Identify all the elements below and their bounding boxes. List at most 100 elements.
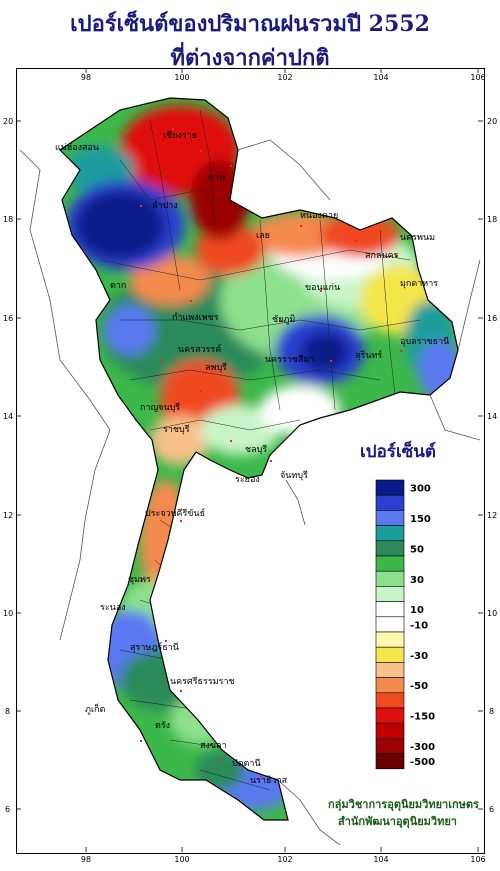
legend-swatch	[375, 555, 405, 572]
legend-swatch	[375, 722, 405, 739]
place-label: กาญจนบุรี	[140, 402, 180, 413]
lat-tick-label: 10	[487, 609, 497, 618]
lon-tick-label: 100	[174, 73, 189, 82]
place-labels: เชียงราย แม่ฮ่องสอน น่าน ลำปาง เลย หนองค…	[55, 130, 449, 786]
legend-label: 30	[410, 575, 424, 586]
legend-swatch	[375, 601, 405, 618]
lat-tick-label: 18	[487, 215, 497, 224]
legend-swatch	[375, 616, 405, 633]
place-label: แม่ฮ่องสอน	[55, 143, 99, 153]
legend-swatch	[375, 662, 405, 678]
credit-line1: กลุ่มวิชาการอุตุนิยมวิทยาเกษตร	[328, 798, 479, 811]
lat-tick-label: 14	[3, 412, 13, 421]
lat-tick-label: 8	[5, 707, 10, 716]
lat-tick-label: 6	[489, 805, 494, 814]
legend-label: -150	[410, 712, 435, 723]
legend-label: -30	[410, 651, 428, 662]
legend-swatch	[375, 479, 405, 496]
map-title-line2: ที่ต่างจากค่าปกติ	[170, 45, 330, 71]
lat-tick-label: 16	[3, 314, 13, 323]
lat-tick-label: 10	[3, 609, 13, 618]
lon-tick-label: 102	[277, 855, 292, 864]
lat-tick-label: 12	[487, 511, 497, 520]
place-label: ชลบุรี	[245, 444, 267, 455]
legend-swatch	[375, 525, 405, 542]
axis-ticks	[16, 68, 483, 852]
legend-label: 300	[410, 484, 431, 495]
legend-swatch	[375, 570, 405, 587]
place-label: น่าน	[208, 173, 225, 183]
legend-label: 50	[410, 544, 424, 555]
lon-tick-label: 98	[81, 73, 91, 82]
legend-swatch	[375, 753, 405, 770]
legend-swatch	[375, 494, 405, 511]
place-label: ระนอง	[100, 603, 126, 613]
credit-line2: สำนักพัฒนาอุตุนิยมวิทยา	[338, 815, 457, 828]
place-label: เชียงราย	[163, 130, 197, 141]
lat-tick-label: 6	[5, 805, 10, 814]
lon-tick-labels-top: 98 100 102 104 106	[81, 73, 486, 82]
lat-tick-labels-right: 20 18 16 14 12 10 8 6	[487, 117, 497, 814]
lat-tick-label: 20	[3, 117, 13, 126]
place-label: ภูเก็ต	[85, 702, 105, 715]
place-label: นครพนม	[400, 233, 435, 243]
place-label: สุรินทร์	[355, 349, 382, 361]
map-title-line1: เปอร์เซ็นต์ของปริมาณฝนรวมปี 2552	[70, 11, 430, 37]
lon-tick-label: 100	[174, 855, 189, 864]
place-label: นครสวรรค์	[178, 343, 221, 355]
legend-swatch	[375, 677, 405, 694]
place-label: ลำปาง	[152, 200, 178, 211]
legend-swatch	[375, 738, 405, 754]
place-label: ปัตตานี	[232, 758, 261, 769]
lat-tick-label: 16	[487, 314, 497, 323]
lat-tick-label: 18	[3, 215, 13, 224]
place-label: นครราชสีมา	[265, 354, 314, 365]
lon-tick-label: 102	[277, 73, 292, 82]
legend-title: เปอร์เซ็นต์	[360, 442, 436, 462]
station-markers	[140, 128, 402, 777]
lat-tick-labels-left: 20 18 16 14 12 10 8 6	[3, 117, 13, 814]
neighbour-borders	[19, 139, 481, 846]
lon-tick-label: 106	[470, 855, 485, 864]
place-label: ชัยภูมิ	[272, 314, 295, 325]
place-label: สุราษฎร์ธานี	[130, 641, 179, 653]
place-label: ตาก	[110, 281, 126, 291]
lon-tick-label: 104	[373, 855, 388, 864]
lat-tick-label: 14	[487, 412, 497, 421]
place-label: นราธิวาส	[250, 775, 288, 786]
place-label: นครศรีธรรมราช	[170, 676, 235, 687]
legend-label: 150	[410, 514, 431, 525]
lon-tick-label: 98	[81, 855, 91, 864]
legend-label: -300	[410, 742, 435, 753]
legend-swatch	[375, 586, 405, 602]
legend-swatch	[375, 631, 405, 648]
legend-swatch	[375, 692, 405, 709]
lat-tick-label: 8	[489, 707, 494, 716]
place-label: ลพบุรี	[205, 362, 227, 373]
place-label: ราชบุรี	[163, 424, 190, 435]
place-label: ประจวบคีรีขันธ์	[145, 507, 205, 519]
place-label: ตรัง	[155, 721, 170, 731]
lat-tick-label: 20	[487, 117, 497, 126]
place-label: ชุมพร	[128, 575, 151, 585]
legend-label: -500	[410, 757, 435, 768]
place-label: ระยอง	[235, 475, 260, 485]
place-label: สกลนคร	[365, 251, 399, 261]
legend-swatch	[375, 707, 405, 724]
place-label: สงขลา	[200, 741, 227, 751]
legend-label: 10	[410, 605, 424, 616]
place-label: ขอนแก่น	[305, 283, 340, 293]
place-label: มุกดาหาร	[400, 279, 438, 289]
place-label: หนองคาย	[300, 211, 338, 221]
legend-label: -50	[410, 681, 428, 692]
legend-swatch	[375, 646, 405, 663]
lon-tick-label: 106	[470, 73, 485, 82]
place-label: จันทบุรี	[280, 470, 308, 481]
lon-tick-label: 104	[373, 73, 388, 82]
place-label: กำแพงเพชร	[172, 312, 219, 323]
legend-colorbar: 300 150 50 30 10 -10 -30 -50 -150 -300 -500	[375, 479, 435, 770]
lat-tick-label: 12	[3, 511, 13, 520]
legend-swatch	[375, 540, 405, 557]
legend-swatch	[375, 510, 405, 526]
